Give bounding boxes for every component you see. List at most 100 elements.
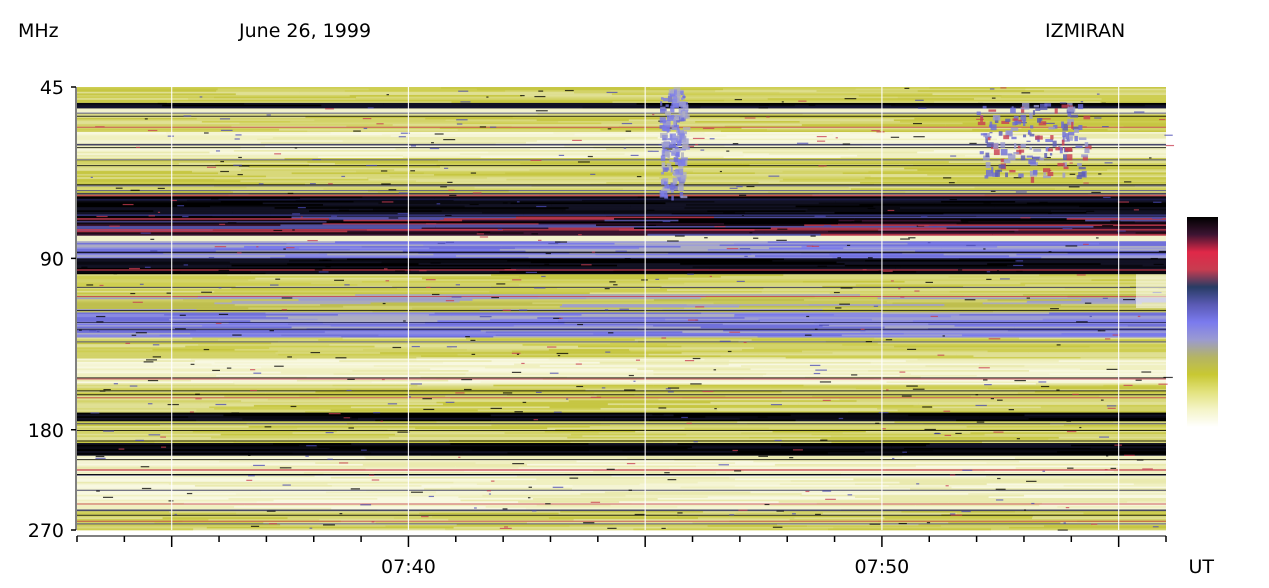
speckle — [456, 119, 468, 121]
band-texture — [153, 210, 310, 213]
speckle — [353, 130, 361, 132]
band-texture — [516, 417, 605, 421]
speckle — [269, 330, 274, 332]
speckle — [912, 388, 925, 390]
band-texture — [719, 406, 933, 409]
band-texture — [77, 462, 316, 465]
burst-patch — [1014, 121, 1021, 125]
band-texture — [844, 263, 988, 266]
speckle — [147, 403, 153, 405]
speckle — [147, 379, 159, 382]
speckle — [615, 250, 627, 252]
band-texture — [77, 398, 268, 401]
band-texture — [667, 526, 834, 529]
burst-patch — [1028, 130, 1031, 135]
speckle — [423, 408, 435, 411]
band-texture — [320, 167, 623, 170]
band-texture — [220, 200, 354, 203]
burst-patch — [1035, 108, 1041, 111]
band-texture — [295, 232, 524, 235]
band-texture — [189, 491, 326, 494]
band-texture — [894, 421, 978, 424]
speckle — [545, 252, 551, 255]
speckle — [535, 110, 548, 112]
band-texture — [77, 345, 186, 348]
band-texture — [457, 128, 601, 131]
band-texture — [352, 370, 469, 373]
band-texture — [738, 271, 917, 274]
band-texture — [77, 170, 193, 173]
speckle — [1016, 438, 1020, 440]
band-texture — [414, 398, 659, 401]
band-texture — [902, 339, 1071, 342]
speckle — [636, 175, 642, 178]
band-texture — [697, 481, 900, 484]
band-texture — [196, 419, 376, 422]
speckle — [366, 164, 378, 167]
band-texture — [77, 153, 242, 156]
band-texture — [742, 151, 918, 154]
band-texture — [77, 101, 173, 104]
band-texture — [77, 470, 216, 473]
band-texture — [77, 360, 195, 363]
band-texture — [77, 486, 451, 489]
band-texture — [528, 256, 833, 259]
speckle — [479, 236, 489, 238]
band-texture — [242, 417, 358, 421]
band-texture — [77, 363, 212, 366]
band-texture — [77, 241, 336, 244]
band-texture — [744, 470, 844, 473]
speckle — [519, 309, 528, 311]
band-texture — [77, 480, 254, 483]
band-texture — [1015, 467, 1166, 470]
band-texture — [551, 204, 687, 207]
band-texture — [714, 216, 1166, 219]
band-texture — [214, 227, 324, 230]
band-texture — [172, 101, 332, 104]
band-texture — [692, 383, 881, 386]
band-texture — [272, 136, 474, 139]
band-texture — [198, 344, 330, 347]
speckle — [130, 189, 140, 191]
band-texture — [809, 522, 949, 525]
band-texture — [686, 304, 809, 307]
band-texture — [77, 94, 200, 97]
band-texture — [291, 216, 517, 219]
band-texture — [504, 374, 632, 377]
speckle — [770, 404, 782, 406]
band-texture — [188, 98, 356, 101]
band-texture — [630, 350, 803, 353]
burst-patch — [1075, 145, 1083, 148]
band-texture — [296, 358, 417, 361]
band-texture — [77, 512, 237, 515]
band-texture — [77, 264, 232, 267]
band-texture — [818, 202, 935, 205]
burst-patch — [1043, 168, 1051, 173]
speckle — [1080, 101, 1084, 103]
band-texture — [741, 432, 843, 435]
band-texture — [560, 510, 704, 513]
band-texture — [214, 247, 300, 250]
speckle — [136, 146, 140, 148]
burst-patch — [983, 155, 990, 161]
band-texture — [187, 199, 296, 202]
speckle — [323, 524, 335, 526]
band-texture — [847, 467, 1016, 470]
speckle — [490, 407, 502, 410]
band-texture — [322, 204, 552, 207]
band-texture — [542, 444, 782, 447]
band-texture — [865, 430, 1166, 433]
band-texture — [854, 102, 1166, 106]
speckle — [647, 209, 655, 211]
band-texture — [450, 443, 589, 446]
band-texture — [865, 329, 1008, 332]
speckle — [520, 94, 525, 97]
speckle — [362, 117, 372, 120]
band-texture — [801, 124, 946, 127]
band-texture — [209, 205, 342, 208]
band-texture — [801, 245, 998, 248]
speckle — [1151, 217, 1163, 219]
speckle — [233, 164, 242, 166]
speckle — [148, 434, 161, 436]
band-texture — [635, 430, 773, 433]
